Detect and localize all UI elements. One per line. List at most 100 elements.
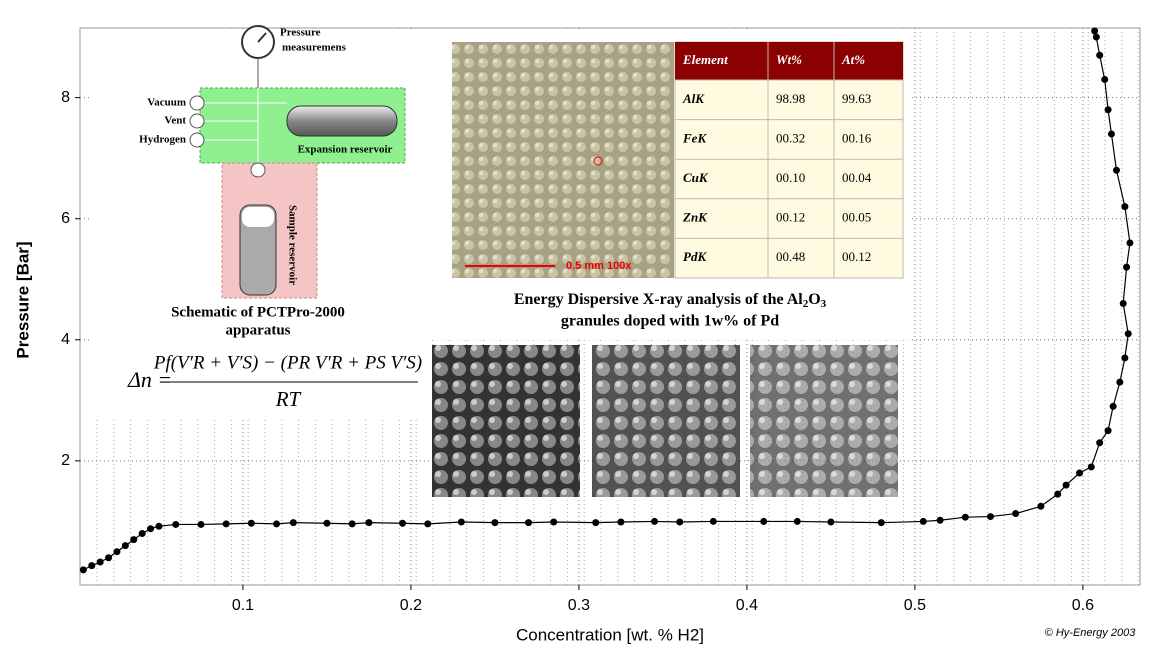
data-point	[1126, 239, 1133, 246]
data-point	[197, 521, 204, 528]
data-point	[349, 520, 356, 527]
data-point	[147, 525, 154, 532]
table-cell: 00.10	[776, 170, 805, 185]
table-header: Element	[682, 52, 728, 67]
table-cell: 98.98	[776, 91, 805, 106]
data-point	[1096, 439, 1103, 446]
data-point	[937, 517, 944, 524]
data-point	[491, 519, 498, 526]
data-point	[794, 518, 801, 525]
x-tick-label: 0.6	[1072, 597, 1094, 614]
table-cell: 00.32	[776, 130, 805, 145]
data-point	[1105, 106, 1112, 113]
label: measuremens	[282, 42, 347, 54]
valve	[190, 114, 204, 128]
y-tick-label: 8	[61, 89, 70, 106]
table-cell: 00.04	[842, 170, 872, 185]
data-point	[1093, 34, 1100, 41]
data-point	[458, 519, 465, 526]
sem-image	[432, 345, 580, 497]
valve	[251, 163, 265, 177]
data-point	[592, 519, 599, 526]
sem-image	[750, 345, 898, 497]
valve	[190, 133, 204, 147]
valve	[190, 96, 204, 110]
data-point	[550, 519, 557, 526]
caption: Schematic of PCTPro-2000	[171, 304, 345, 320]
table-cell: 99.63	[842, 91, 871, 106]
table-header: Wt%	[776, 52, 802, 67]
table-cell: 00.16	[842, 130, 872, 145]
x-tick-label: 0.5	[904, 597, 926, 614]
data-point	[1121, 354, 1128, 361]
caption-part: Energy Dispersive X-ray analysis of the …	[514, 291, 803, 308]
label: Hydrogen	[139, 134, 186, 146]
schematic: Pressure measuremens Vacuum Vent Hydroge…	[90, 26, 430, 420]
data-point	[1105, 427, 1112, 434]
x-axis-label: Concentration [wt. % H2]	[516, 625, 704, 644]
y-tick-label: 2	[61, 452, 70, 469]
data-point	[1108, 130, 1115, 137]
data-point	[172, 521, 179, 528]
x-tick-label: 0.3	[568, 597, 590, 614]
data-point	[139, 530, 146, 537]
micrograph	[452, 42, 674, 278]
label: Pressure	[280, 27, 321, 39]
data-point	[130, 536, 137, 543]
data-point	[1116, 379, 1123, 386]
data-point	[651, 518, 658, 525]
data-point	[88, 562, 95, 569]
data-point	[1120, 300, 1127, 307]
data-point	[1037, 503, 1044, 510]
x-tick-label: 0.1	[232, 597, 254, 614]
data-point	[1101, 76, 1108, 83]
caption-part: 3	[821, 298, 827, 310]
label: Vacuum	[147, 97, 186, 109]
data-point	[1110, 403, 1117, 410]
x-tick-label: 0.4	[736, 597, 758, 614]
figure: Concentration [wt. % H2] Pressure [Bar] …	[0, 0, 1156, 655]
table-header: At%	[841, 52, 865, 67]
expansion-reservoir	[287, 106, 397, 136]
data-point	[987, 513, 994, 520]
data-point	[290, 519, 297, 526]
data-point	[323, 520, 330, 527]
table-cell: 00.12	[776, 210, 805, 225]
table-cell: AlK	[682, 91, 705, 106]
data-point	[962, 514, 969, 521]
table-cell: 00.12	[842, 249, 871, 264]
label: Expansion reservoir	[298, 144, 393, 156]
data-point	[248, 520, 255, 527]
data-point	[878, 519, 885, 526]
data-point	[105, 554, 112, 561]
data-point	[525, 519, 532, 526]
y-tick-label: 6	[61, 210, 70, 227]
table-cell: FeK	[682, 130, 707, 145]
table-cell: 00.05	[842, 210, 871, 225]
data-point	[676, 519, 683, 526]
caption: apparatus	[225, 322, 290, 338]
edx-caption: granules doped with 1w% of Pd	[561, 313, 779, 330]
data-point	[1054, 491, 1061, 498]
data-point	[920, 518, 927, 525]
data-point	[399, 520, 406, 527]
data-point	[1096, 52, 1103, 59]
table-cell: PdK	[683, 249, 707, 264]
caption-part: O	[808, 291, 820, 308]
data-point	[1123, 264, 1130, 271]
data-point	[80, 566, 87, 573]
data-point	[1088, 463, 1095, 470]
data-point	[155, 523, 162, 530]
label: Vent	[164, 115, 186, 127]
label: Sample reservoir	[286, 205, 298, 285]
data-point	[1063, 482, 1070, 489]
data-point	[1121, 203, 1128, 210]
data-point	[273, 520, 280, 527]
data-point	[223, 520, 230, 527]
data-point	[617, 519, 624, 526]
table-cell: ZnK	[682, 210, 708, 225]
data-point	[1076, 469, 1083, 476]
data-point	[122, 542, 129, 549]
x-tick-label: 0.2	[400, 597, 422, 614]
